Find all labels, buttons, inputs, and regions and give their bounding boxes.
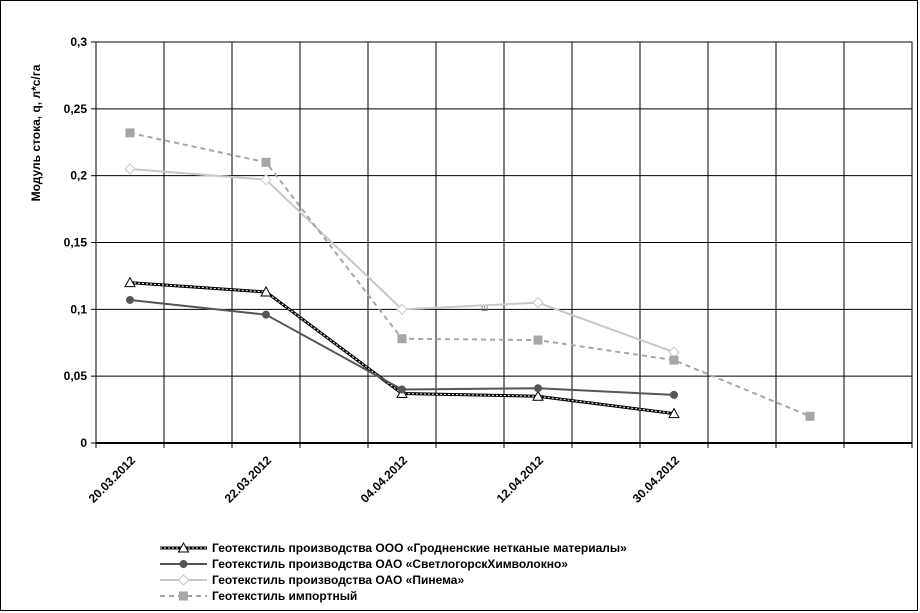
series-3-point <box>396 303 408 316</box>
legend-label-1: Геотекстиль производства ООО «Гродненски… <box>212 541 627 555</box>
series-2-point <box>398 385 406 394</box>
y-tick-label: 0,3 <box>70 35 87 49</box>
x-tick-label: 20.03.2012 <box>86 453 139 506</box>
x-axis-ticks: 20.03.2012 22.03.2012 04.04.2012 12.04.2012… <box>86 443 913 506</box>
y-tick-label: 0,2 <box>70 169 87 183</box>
series-2-point <box>534 384 542 393</box>
y-tick-label: 0,05 <box>64 369 88 383</box>
y-axis-ticks: 0 0,05 0,1 0,15 0,2 0,25 0,3 <box>64 35 96 450</box>
x-tick-label: 12.04.2012 <box>494 453 547 506</box>
series-4-point <box>125 128 135 138</box>
series-2-point <box>262 310 270 319</box>
series-3-point <box>124 163 136 175</box>
legend-marker-3 <box>177 574 190 586</box>
series-4-point <box>397 334 407 344</box>
series-line-4 <box>129 131 811 418</box>
y-axis-label: Модуль стока, q, л*с/га <box>29 64 43 201</box>
series-1-point <box>260 285 272 297</box>
y-tick-label: 0,25 <box>64 102 88 116</box>
series-4-point <box>261 157 271 167</box>
legend-label-4: Геотекстиль импортный <box>212 589 357 603</box>
series-4-point <box>533 335 543 345</box>
series-group <box>124 128 815 421</box>
legend-marker-2 <box>179 560 188 568</box>
legend: Геотекстиль производства ООО «Гродненски… <box>160 541 627 603</box>
series-1-point <box>668 407 680 419</box>
series-3-point <box>532 296 544 309</box>
y-tick-label: 0,1 <box>70 302 87 316</box>
series-1-point <box>532 390 544 401</box>
legend-marker-4 <box>179 591 188 601</box>
legend-label-3: Геотекстиль производства ОАО «Пинема» <box>212 573 464 587</box>
series-4-point <box>805 411 815 421</box>
legend-marker-1 <box>177 541 190 553</box>
x-tick-label: 30.04.2012 <box>630 453 683 506</box>
series-line-3 <box>129 167 675 354</box>
series-3-point <box>668 346 680 358</box>
series-2-point <box>670 390 678 399</box>
series-2-point <box>126 295 134 304</box>
y-tick-label: 0,15 <box>64 236 88 250</box>
x-tick-label: 04.04.2012 <box>358 453 411 506</box>
series-1-point <box>124 276 136 288</box>
annotation: ш <box>481 303 488 313</box>
series-4-point <box>669 355 679 365</box>
y-tick-label: 0 <box>80 436 87 450</box>
legend-label-2: Геотекстиль производства ОАО «Светлогорс… <box>212 557 568 571</box>
grid-lines <box>96 41 912 443</box>
x-tick-label: 22.03.2012 <box>222 453 275 506</box>
series-3-point <box>260 173 272 186</box>
